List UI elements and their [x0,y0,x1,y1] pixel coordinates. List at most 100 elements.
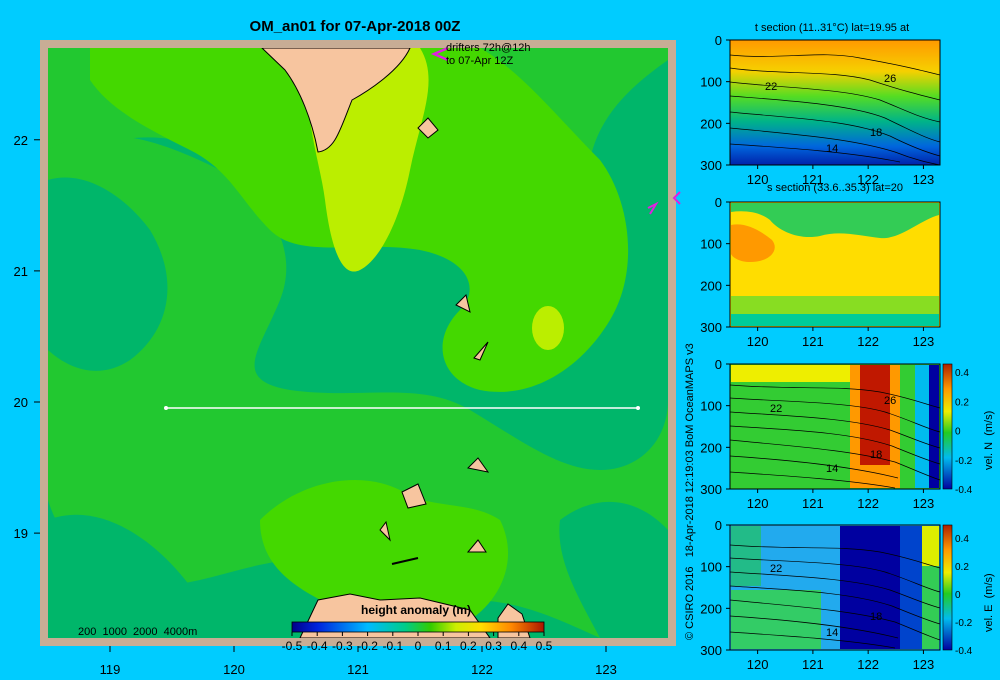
height-colorbar-tick-label: 0.3 [485,639,502,653]
section-end-marker [636,406,640,410]
s-section-orange-core [731,224,775,262]
height-contour-peak-2 [532,306,564,350]
vel-n-red-core [860,365,890,465]
section-x-tick-label: 123 [913,172,935,187]
height-colorbar-title: height anomaly (m) [361,603,471,617]
map-panel: drifters 72h@12h to 07-Apr 12Z 200 1000 … [14,40,681,677]
vel-e-left-green [731,526,761,586]
section-axes: 120 121 122 123 0 100 200 300 [700,195,934,349]
n-contour-label-2: 26 [884,395,896,407]
height-colorbar-tick-label: 0 [415,639,422,653]
land-island-6 [379,520,391,542]
section-x-tick-label: 120 [747,657,769,672]
section-x-tick-label: 123 [913,334,935,349]
vel-e-colorbar-label: vel. E (m/s) [983,573,995,632]
section-y-tick-label: 300 [700,158,722,173]
section-start-marker [164,406,168,410]
map-y-tick-label: 22 [14,133,28,148]
vel-e-right-green [922,566,939,649]
section-x-tick-label: 122 [857,657,879,672]
section-y-tick-label: 200 [700,278,722,293]
section-x-tick-label: 120 [747,496,769,511]
t-section-panel: t section (11..31°C) lat=19.95 at 22 26 … [700,22,941,187]
section-x-tick-label: 121 [802,334,824,349]
section-axes: 120 121 122 123 0 100 200 300 [700,518,934,672]
map-y-tick-label: 20 [14,395,28,410]
height-colorbar-tick-label: -0.1 [382,639,403,653]
vel-colorbar-tick-label: 0.4 [955,534,969,545]
section-y-tick-label: 100 [700,75,722,90]
section-x-tick-label: 123 [913,496,935,511]
section-y-tick-label: 300 [700,482,722,497]
s-section-bottom-cyan [731,314,939,326]
height-contour-high-2 [260,480,509,631]
height-colorbar-tick-label: -0.4 [307,639,328,653]
height-colorbar: height anomaly (m) -0.5 -0.4 -0.3 -0.2 -0.1 0… [282,603,553,653]
land-island-1 [417,117,439,139]
vel-n-colorbar-label: vel. N (m/s) [983,411,995,470]
height-contour-mid [48,135,668,638]
map-y-tick-label: 19 [14,526,28,541]
drifter-edge-icon [672,191,681,205]
height-colorbar-tick-label: -0.2 [357,639,378,653]
vel-n-field-base [729,363,941,490]
n-contour-label-1: 22 [770,403,782,415]
vel-n-colorbar [942,363,953,490]
section-y-tick-label: 100 [700,399,722,414]
land-island-7 [466,539,487,553]
credit-text: © CSIRO 2016 18-Apr-2018 12:19:03 BoM Oc… [684,343,696,640]
section-x-tick-label: 120 [747,334,769,349]
e-contour-label-3: 14 [826,627,838,639]
land-island-4 [466,457,490,473]
figure-title: OM_an01 for 07-Apr-2018 00Z [250,18,461,35]
map-x-tick-label: 119 [100,662,121,677]
height-colorbar-tick-label: -0.5 [282,639,303,653]
section-y-tick-label: 300 [700,320,722,335]
section-y-tick-label: 200 [700,440,722,455]
height-colorbar-tick-label: 0.4 [510,639,527,653]
s-section-upper-green [731,203,939,239]
vel-colorbar-tick-label: 0.2 [955,397,969,408]
t-section-title: t section (11..31°C) lat=19.95 at [755,22,909,34]
section-x-tick-label: 122 [857,172,879,187]
height-colorbar-scale [291,621,545,633]
map-x-axis: 119 120 121 122 123 [100,646,617,677]
vel-e-colorbar [942,524,953,651]
land-island-5 [401,483,427,509]
section-x-tick-label: 123 [913,657,935,672]
vel-n-blue-band [929,365,939,488]
vel-colorbar-tick-label: 0 [955,427,961,438]
land-taiwan [261,48,411,153]
drifter-track-icon [647,201,659,215]
t-contour-label-1: 22 [765,81,777,93]
depth-legend: 200 1000 2000 4000m [78,626,197,638]
land-island-3 [473,341,489,361]
section-y-tick-label: 0 [715,518,722,533]
section-y-tick-label: 100 [700,560,722,575]
vel-e-right-yellow [922,526,939,566]
vel-e-mid-blue [900,526,922,649]
vel-colorbar-ticks: 0.4 0.2 0 -0.2 -0.4 [955,368,973,496]
height-colorbar-ticks: -0.5 -0.4 -0.3 -0.2 -0.1 0 0.1 0.2 0.3 0.4 0.5 [282,632,553,653]
vel-n-contours [729,384,941,489]
height-contour-low-se [559,501,668,638]
section-x-tick-label: 121 [802,657,824,672]
vel-colorbar-ticks: 0.4 0.2 0 -0.2 -0.4 [955,534,973,657]
map-x-tick-label: 121 [347,662,369,677]
section-axes: 120 121 122 123 0 100 200 300 [700,357,934,511]
t-section-field [729,39,941,166]
e-contour-label-2: 18 [870,611,882,623]
section-y-tick-label: 100 [700,237,722,252]
vel-colorbar-tick-label: 0 [955,590,961,601]
height-colorbar-tick-label: 0.2 [460,639,477,653]
vel-e-panel: 22 18 14 120 121 122 123 0 100 200 300 0.4 0.2 0 -… [700,518,995,672]
section-y-tick-label: 0 [715,195,722,210]
vel-colorbar-tick-label: -0.4 [955,646,973,657]
height-colorbar-tick-label: 0.1 [435,639,452,653]
t-contour-label-3: 18 [870,127,882,139]
section-x-tick-label: 120 [747,172,769,187]
map-y-axis: 22 21 20 19 [14,133,40,541]
t-section-contours [729,54,941,166]
section-x-tick-label: 121 [802,172,824,187]
